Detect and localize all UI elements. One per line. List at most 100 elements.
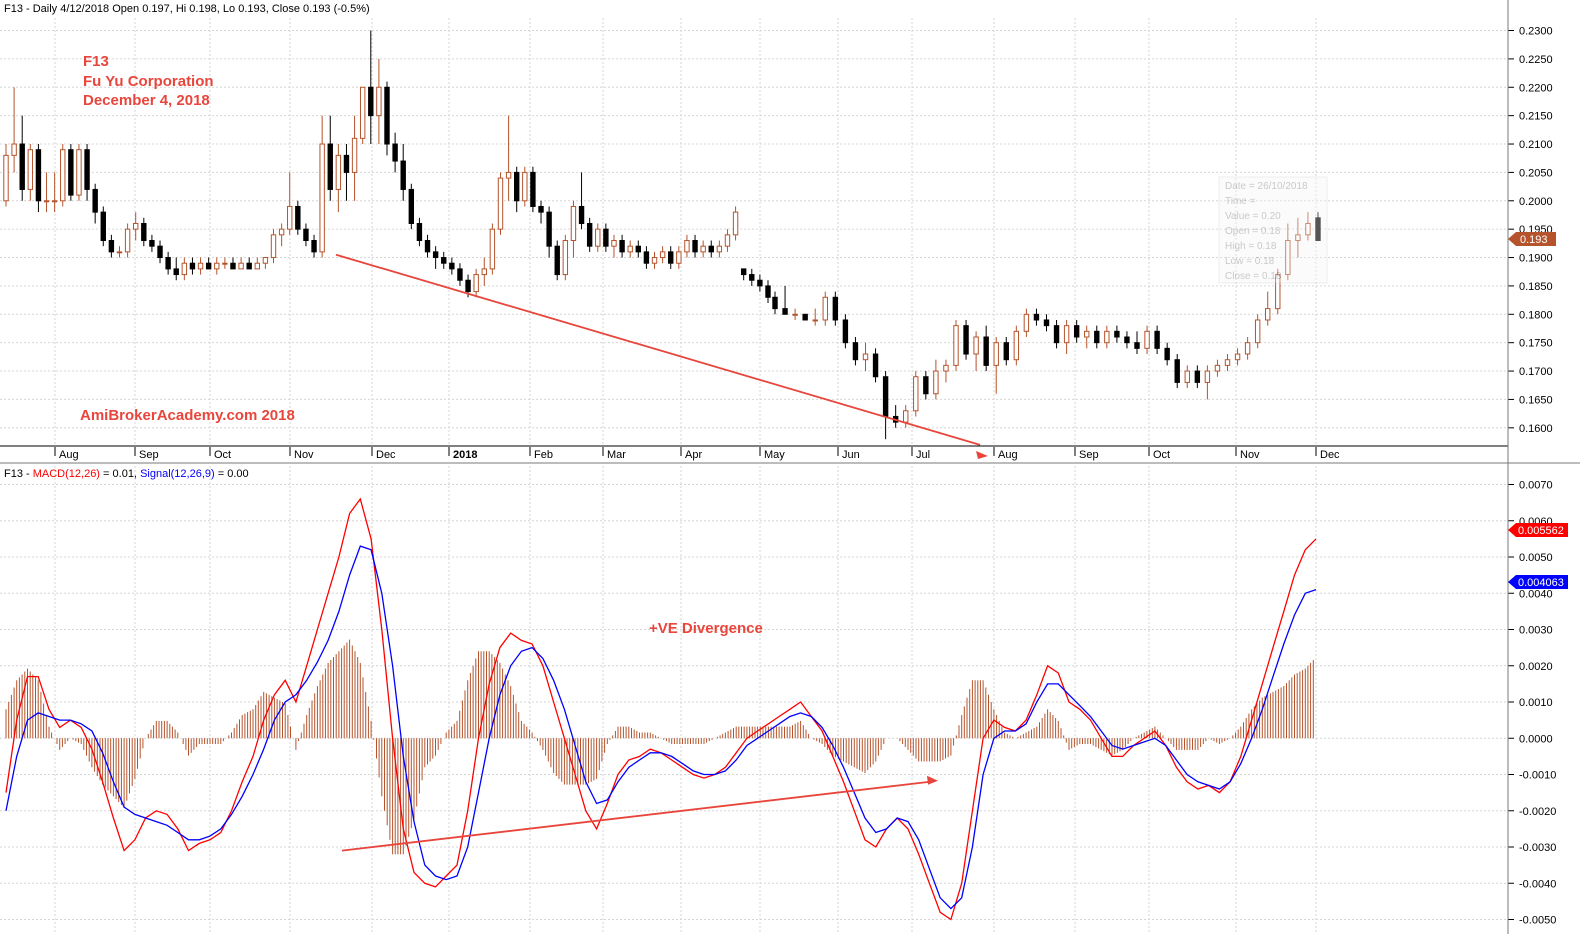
candle: [852, 337, 859, 366]
candle-body: [842, 319, 849, 344]
y-tick-label: 0.0050: [1519, 552, 1553, 564]
candle: [351, 115, 358, 201]
candle: [1305, 212, 1311, 241]
candle: [1265, 291, 1271, 326]
candle: [732, 206, 739, 241]
candle-body: [514, 171, 520, 202]
candle-body: [993, 342, 999, 366]
candle: [1275, 268, 1281, 315]
candle-body: [832, 296, 839, 321]
candle-body: [522, 171, 528, 202]
price-header: F13 - Daily 4/12/2018 Open 0.197, Hi 0.1…: [4, 3, 370, 15]
candle: [84, 144, 90, 201]
y-tick-label: 0.2150: [1519, 111, 1553, 123]
candle-body: [872, 353, 879, 378]
candle-body: [303, 228, 309, 242]
y-tick-label: 0.1900: [1519, 253, 1553, 265]
candle-body: [1124, 336, 1130, 344]
candle-body: [923, 376, 929, 395]
candle-body: [1043, 319, 1050, 327]
candle: [408, 183, 415, 230]
candle: [651, 251, 658, 269]
candle: [1315, 212, 1321, 242]
candle: [303, 223, 309, 247]
candle-body: [749, 274, 755, 281]
candle: [943, 359, 949, 383]
candle-body: [189, 262, 196, 270]
candle-body: [1084, 330, 1090, 338]
candle-body: [1184, 370, 1190, 383]
candle: [1003, 337, 1009, 366]
candle-body: [68, 149, 74, 196]
macd-line: [5, 497, 1317, 921]
candle: [595, 223, 601, 252]
macd-header-value: = 0.01,: [103, 468, 140, 480]
candle-body: [416, 222, 423, 242]
candle: [1094, 325, 1100, 349]
candle: [343, 144, 350, 201]
candle: [92, 183, 98, 224]
candle: [1124, 331, 1130, 349]
macd-trendline: [341, 775, 938, 852]
x-tick-label: Sep: [1079, 449, 1099, 461]
last-price-badge-shape: [1508, 232, 1556, 246]
candle-body: [554, 245, 560, 276]
candle: [802, 313, 808, 321]
candle-body: [1275, 274, 1281, 310]
candle-body: [943, 364, 949, 372]
candle-body: [619, 240, 625, 253]
last-signal-label: 0.004063: [1518, 577, 1564, 589]
y-tick-label: -0.0010: [1519, 770, 1556, 782]
candle: [603, 223, 609, 252]
candle-body: [181, 262, 188, 276]
candle: [1254, 314, 1261, 349]
candle: [822, 291, 828, 326]
candle: [1154, 325, 1160, 355]
last-signal-badge: 0.004063: [1508, 575, 1568, 589]
candle-body: [732, 211, 739, 236]
candle: [740, 268, 747, 281]
candle-body: [782, 308, 788, 315]
candle-body: [1254, 319, 1261, 344]
candle-body: [611, 240, 617, 247]
candle-body: [238, 262, 244, 270]
candle: [449, 257, 455, 275]
candle: [668, 246, 674, 269]
candle: [295, 200, 301, 235]
y-tick-label: 0.2000: [1519, 196, 1553, 208]
candle-body: [473, 274, 479, 293]
candle: [278, 223, 285, 247]
candle: [424, 234, 431, 258]
candle-body: [43, 200, 50, 203]
candle-body: [497, 177, 504, 230]
candle: [1073, 319, 1080, 343]
candle-body: [343, 154, 350, 173]
candle-body: [692, 240, 698, 253]
candle: [214, 257, 220, 275]
price-trendline-segment: [335, 253, 981, 446]
candle: [238, 257, 244, 270]
price-y-axis: 0.1600 0.1650 0.1700 0.1750 0.1800 0.1850 0.19…: [1508, 26, 1553, 435]
x-tick-label: 2018: [453, 449, 477, 461]
annotation-company: Fu Yu Corporation: [83, 73, 214, 90]
candle-body: [214, 262, 220, 270]
candle: [392, 132, 398, 173]
candle: [973, 331, 979, 372]
candle-body: [530, 171, 536, 207]
candle-body: [1094, 330, 1100, 344]
candle-body: [635, 245, 641, 253]
candle: [319, 115, 325, 258]
candle-body: [376, 86, 382, 117]
tooltip-line: Open = 0.18: [1225, 226, 1281, 237]
y-tick-label: -0.0040: [1519, 878, 1556, 890]
candle: [416, 217, 423, 247]
candle: [749, 268, 755, 286]
candle-body: [802, 313, 808, 321]
candle: [676, 246, 682, 269]
candle-body: [351, 137, 358, 173]
candle: [205, 257, 212, 270]
candle-body: [19, 143, 25, 190]
candle-body: [108, 240, 115, 253]
candle: [635, 240, 641, 258]
